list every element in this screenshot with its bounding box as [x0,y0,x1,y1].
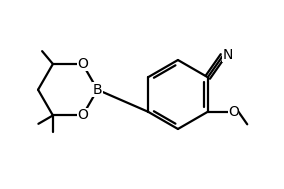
Text: B: B [93,83,102,97]
Text: O: O [77,57,88,71]
Text: O: O [228,105,239,119]
Text: N: N [222,48,233,62]
Text: O: O [77,108,88,122]
